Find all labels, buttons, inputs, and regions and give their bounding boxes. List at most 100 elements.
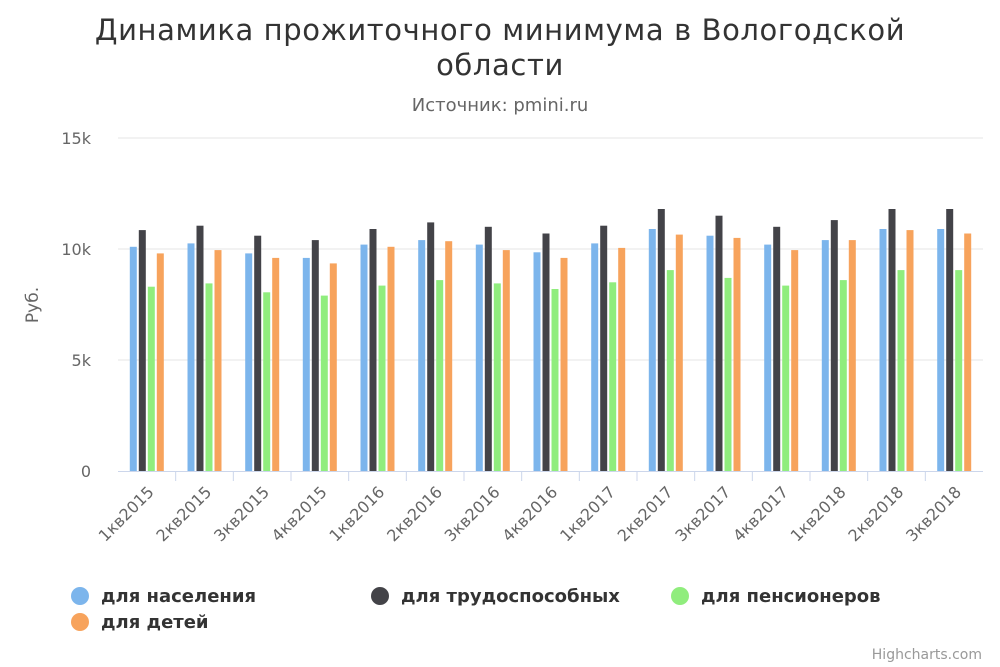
bar[interactable] xyxy=(888,209,896,471)
y-axis-ticks: 0 5k 10k 15k xyxy=(61,129,91,481)
legend-item[interactable]: для пенсионеров xyxy=(671,586,881,607)
x-tick-label: 4кв2016 xyxy=(498,482,561,545)
legend: для населения для трудоспособных для пенси… xyxy=(71,586,881,633)
bar[interactable] xyxy=(147,286,155,471)
bar[interactable] xyxy=(245,253,253,471)
y-tick-label: 5k xyxy=(72,351,92,370)
bar[interactable] xyxy=(764,244,772,471)
bar[interactable] xyxy=(937,229,945,471)
bar[interactable] xyxy=(138,230,146,471)
legend-symbol xyxy=(71,613,89,631)
bar[interactable] xyxy=(897,270,905,471)
x-tick-label: 4кв2017 xyxy=(729,482,792,545)
bar[interactable] xyxy=(733,237,741,471)
chart-title-line2: области xyxy=(436,48,564,82)
y-axis-label: Руб. xyxy=(23,287,43,323)
bar[interactable] xyxy=(263,292,271,471)
bar[interactable] xyxy=(706,235,714,471)
grid xyxy=(118,137,983,361)
x-tick-label: 1кв2017 xyxy=(556,482,619,545)
y-tick-label: 15k xyxy=(61,129,91,148)
bar[interactable] xyxy=(648,229,656,471)
x-axis-ticks: 1кв20152кв20153кв20154кв20151кв20162кв20… xyxy=(95,471,965,545)
bar[interactable] xyxy=(821,240,829,471)
bar[interactable] xyxy=(156,253,164,471)
x-tick-label: 3кв2015 xyxy=(210,482,273,545)
bar[interactable] xyxy=(830,220,838,471)
bar[interactable] xyxy=(724,277,732,471)
bar[interactable] xyxy=(666,270,674,471)
bar[interactable] xyxy=(879,229,887,471)
bars xyxy=(129,209,972,472)
bar[interactable] xyxy=(493,283,501,471)
chart-subtitle: Источник: pmini.ru xyxy=(412,95,589,116)
x-tick-label: 2кв2016 xyxy=(383,482,446,545)
bar[interactable] xyxy=(418,240,426,471)
bar[interactable] xyxy=(445,241,453,471)
bar[interactable] xyxy=(657,209,665,471)
bar[interactable] xyxy=(964,233,972,472)
y-tick-label: 0 xyxy=(81,462,91,481)
x-tick-label: 3кв2017 xyxy=(671,482,734,545)
bar[interactable] xyxy=(378,285,386,471)
chart-title-line1: Динамика прожиточного минимума в Вологод… xyxy=(95,13,905,47)
bar[interactable] xyxy=(329,263,337,471)
bar[interactable] xyxy=(360,244,368,471)
x-tick-label: 2кв2017 xyxy=(614,482,677,545)
legend-item[interactable]: для населения xyxy=(71,586,256,607)
legend-symbol xyxy=(71,587,89,605)
bar[interactable] xyxy=(302,257,310,471)
bar[interactable] xyxy=(436,280,444,471)
bar[interactable] xyxy=(560,257,568,471)
bar[interactable] xyxy=(848,240,856,471)
bar[interactable] xyxy=(955,270,963,471)
bar[interactable] xyxy=(427,222,435,471)
bar[interactable] xyxy=(946,209,954,471)
bar[interactable] xyxy=(618,247,626,471)
bar[interactable] xyxy=(187,243,195,471)
bar[interactable] xyxy=(591,243,599,471)
bar[interactable] xyxy=(675,234,683,471)
bar[interactable] xyxy=(129,246,137,471)
x-tick-label: 2кв2015 xyxy=(152,482,215,545)
bar[interactable] xyxy=(533,252,541,471)
bar[interactable] xyxy=(791,250,799,471)
bar[interactable] xyxy=(542,233,550,472)
bar[interactable] xyxy=(369,229,377,471)
bar[interactable] xyxy=(782,285,790,471)
credits-link[interactable]: Highcharts.com xyxy=(872,647,982,663)
bar[interactable] xyxy=(551,289,559,471)
x-tick-label: 2кв2018 xyxy=(844,482,907,545)
bar[interactable] xyxy=(773,226,781,471)
x-tick-label: 1кв2016 xyxy=(325,482,388,545)
legend-item[interactable]: для детей xyxy=(71,612,209,633)
x-tick-label: 1кв2018 xyxy=(787,482,850,545)
bar[interactable] xyxy=(502,250,510,471)
legend-label: для населения xyxy=(101,586,256,607)
legend-symbol xyxy=(371,587,389,605)
legend-label: для пенсионеров xyxy=(701,586,881,607)
x-tick-label: 1кв2015 xyxy=(95,482,158,545)
x-tick-label: 3кв2018 xyxy=(902,482,965,545)
bar[interactable] xyxy=(320,295,328,471)
y-tick-label: 10k xyxy=(61,240,91,259)
bar[interactable] xyxy=(214,250,222,471)
bar[interactable] xyxy=(254,235,262,471)
bar[interactable] xyxy=(205,283,213,471)
legend-label: для трудоспособных xyxy=(401,586,620,607)
legend-symbol xyxy=(671,587,689,605)
bar[interactable] xyxy=(906,230,914,471)
bar[interactable] xyxy=(715,215,723,471)
bar[interactable] xyxy=(311,240,319,471)
bar[interactable] xyxy=(272,257,280,471)
bar[interactable] xyxy=(839,280,847,471)
bar[interactable] xyxy=(484,226,492,471)
x-tick-label: 3кв2016 xyxy=(441,482,504,545)
legend-item[interactable]: для трудоспособных xyxy=(371,586,620,607)
bar[interactable] xyxy=(475,244,483,471)
bar[interactable] xyxy=(196,225,204,471)
bar[interactable] xyxy=(600,225,608,471)
bar[interactable] xyxy=(609,282,617,471)
bar[interactable] xyxy=(387,246,395,471)
x-tick-label: 4кв2015 xyxy=(268,482,331,545)
